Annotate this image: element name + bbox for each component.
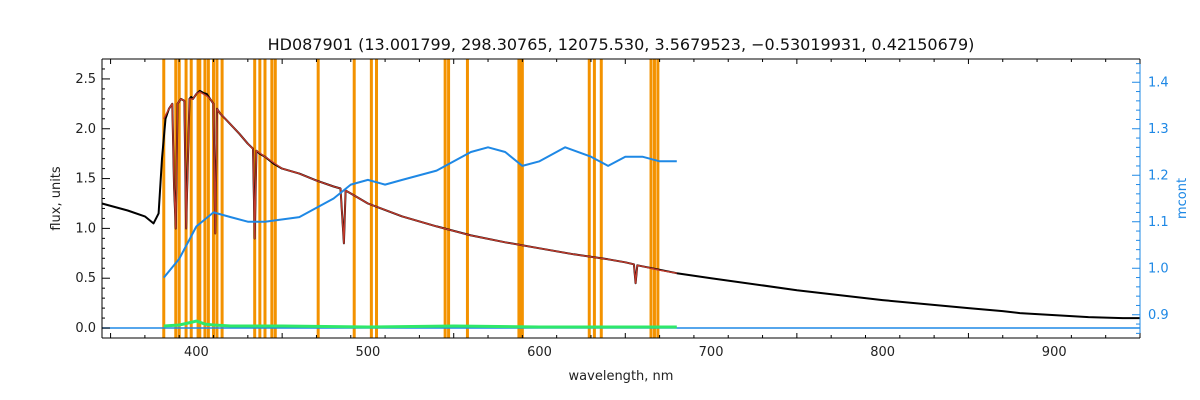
y-tick-label: 0.5 bbox=[75, 271, 96, 286]
series-observed bbox=[101, 89, 1140, 320]
x-tick-label: 500 bbox=[356, 345, 381, 360]
mask-line bbox=[599, 59, 603, 338]
series-continuum bbox=[163, 146, 677, 279]
x-tick-label: 800 bbox=[870, 345, 895, 360]
x-tick-label: 400 bbox=[184, 345, 209, 360]
y2-tick-label: 1.4 bbox=[1148, 75, 1169, 90]
mask-line bbox=[656, 59, 660, 338]
x-tick-label: 900 bbox=[1042, 345, 1067, 360]
mask-lines bbox=[162, 59, 660, 338]
mask-line bbox=[465, 59, 469, 338]
y2-tick-label: 1.0 bbox=[1148, 261, 1169, 276]
mask-line bbox=[215, 59, 219, 338]
x-tick-label: 700 bbox=[699, 345, 724, 360]
mask-line bbox=[162, 59, 166, 338]
plot-frame bbox=[101, 58, 1141, 339]
mask-line bbox=[352, 59, 356, 338]
y2-tick-label: 0.9 bbox=[1148, 308, 1169, 323]
mask-line bbox=[212, 59, 216, 338]
mask-line bbox=[203, 59, 207, 338]
y2-axis-label: mcont bbox=[1175, 178, 1190, 219]
x-tick-label: 600 bbox=[527, 345, 552, 360]
mask-line bbox=[519, 59, 523, 338]
mask-line bbox=[206, 59, 210, 338]
series-residual bbox=[163, 319, 677, 329]
y2-tick-label: 1.2 bbox=[1148, 168, 1169, 183]
mask-line bbox=[587, 59, 591, 338]
y-tick-label: 2.5 bbox=[75, 72, 96, 87]
mask-line bbox=[592, 59, 596, 338]
mask-line bbox=[189, 59, 193, 338]
y-tick-label: 1.5 bbox=[75, 172, 96, 187]
y-axis-right: 0.9 1.0 1.1 1.2 1.3 1.4 bbox=[1132, 63, 1169, 334]
y2-tick-label: 1.1 bbox=[1148, 215, 1169, 230]
mask-line bbox=[447, 59, 451, 338]
mask-line bbox=[258, 59, 262, 338]
mask-line bbox=[220, 59, 224, 338]
y-axis-left: 0.0 0.5 1.0 1.5 2.0 2.5 bbox=[75, 68, 110, 339]
mask-line bbox=[198, 59, 202, 338]
y2-tick-label: 1.3 bbox=[1148, 122, 1169, 137]
mask-line bbox=[443, 59, 447, 338]
series-model bbox=[163, 91, 677, 284]
y-tick-label: 1.0 bbox=[75, 221, 96, 236]
mask-line bbox=[273, 59, 277, 338]
mask-line bbox=[177, 59, 181, 338]
y-axis-label: flux, units bbox=[49, 166, 64, 231]
x-axis-label: wavelength, nm bbox=[569, 369, 674, 384]
series-layer bbox=[101, 89, 1140, 329]
chart-title: HD087901 (13.001799, 298.30765, 12075.53… bbox=[268, 35, 975, 54]
y-tick-label: 2.0 bbox=[75, 122, 96, 137]
mask-line bbox=[375, 59, 379, 338]
mask-line bbox=[196, 59, 200, 338]
mask-line bbox=[270, 59, 274, 338]
mask-line bbox=[652, 59, 656, 338]
mask-line bbox=[649, 59, 653, 338]
mask-line bbox=[369, 59, 373, 338]
x-axis: 400 500 600 700 800 900 bbox=[110, 59, 1141, 360]
mask-line bbox=[316, 59, 320, 338]
mask-line bbox=[520, 59, 524, 338]
mask-line bbox=[517, 59, 521, 338]
y-tick-label: 0.0 bbox=[75, 321, 96, 336]
mask-line bbox=[263, 59, 267, 338]
